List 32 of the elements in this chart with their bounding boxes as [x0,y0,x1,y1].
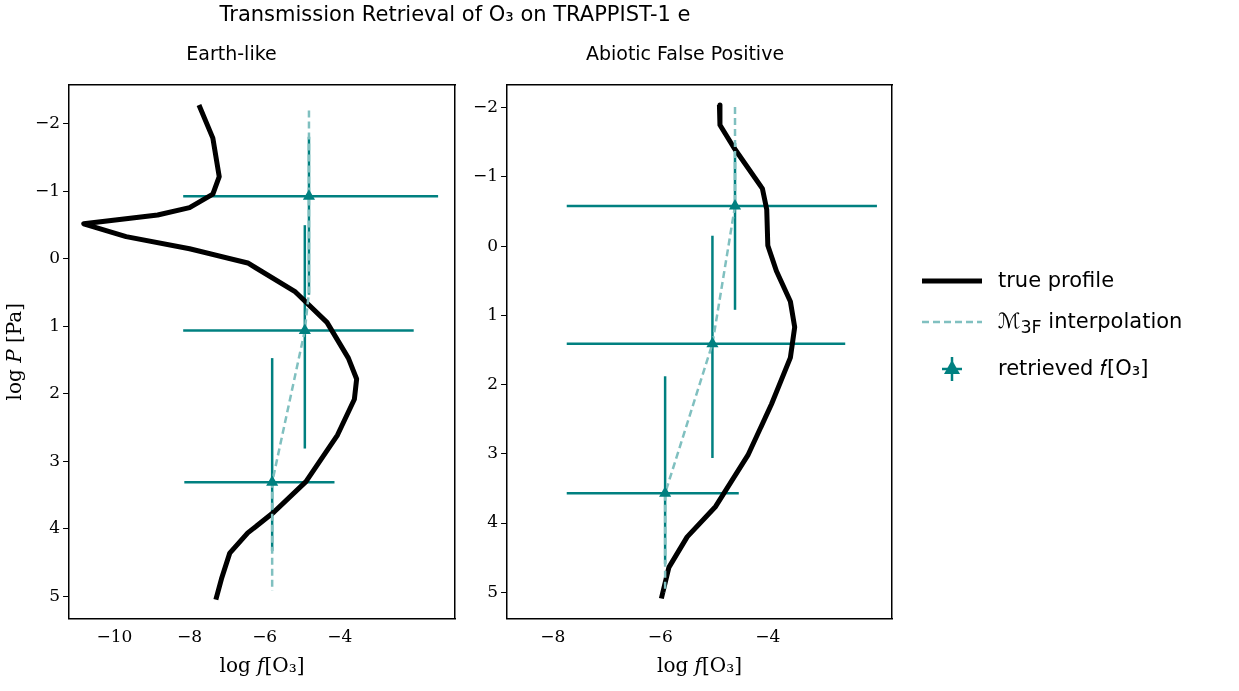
x-tick-label: −8 [177,626,203,647]
y-tick-label: 3 [487,442,499,463]
x-tick-label: −6 [647,626,673,647]
x-tick-label: −8 [540,626,566,647]
text: Transmission Retrieval of O₃ on TRAPPIST-1 e [218,2,692,26]
y-tick-label: −1 [473,165,499,186]
legend-label: retrieved 𝑓[O₃] [998,356,1149,381]
legend-label: ℳ$_{3F}$ interpolation [998,309,1183,338]
x-tick-label: −4 [755,626,781,647]
y-tick-label: 0 [487,234,499,255]
y-tick-label: 1 [49,314,61,335]
y-tick-label: 1 [487,303,499,324]
y-tick-label: −2 [473,96,499,117]
chart-title: Abiotic False Positive [585,42,785,65]
y-axis-title: log 𝑃 [Pa] [2,302,27,401]
y-tick-label: 4 [49,517,61,538]
y-tick-label: −1 [35,179,61,200]
y-tick-label: −2 [35,112,61,133]
y-tick-label: 2 [49,382,61,403]
x-tick-label: −4 [327,626,353,647]
y-tick-label: 4 [487,511,499,532]
legend-label: true profile [998,268,1115,292]
x-tick-label: −6 [252,626,278,647]
y-tick-label: 5 [487,580,499,601]
chart-title: Earth-like [186,42,277,65]
y-tick-label: 3 [49,449,61,470]
y-tick-label: 2 [487,373,499,394]
x-axis-title: log 𝑓[O₃] [219,653,305,678]
y-tick-label: 5 [49,584,61,605]
x-axis-title: log 𝑓[O₃] [657,653,743,678]
x-tick-label: −10 [96,626,133,647]
y-tick-label: 0 [49,247,61,268]
